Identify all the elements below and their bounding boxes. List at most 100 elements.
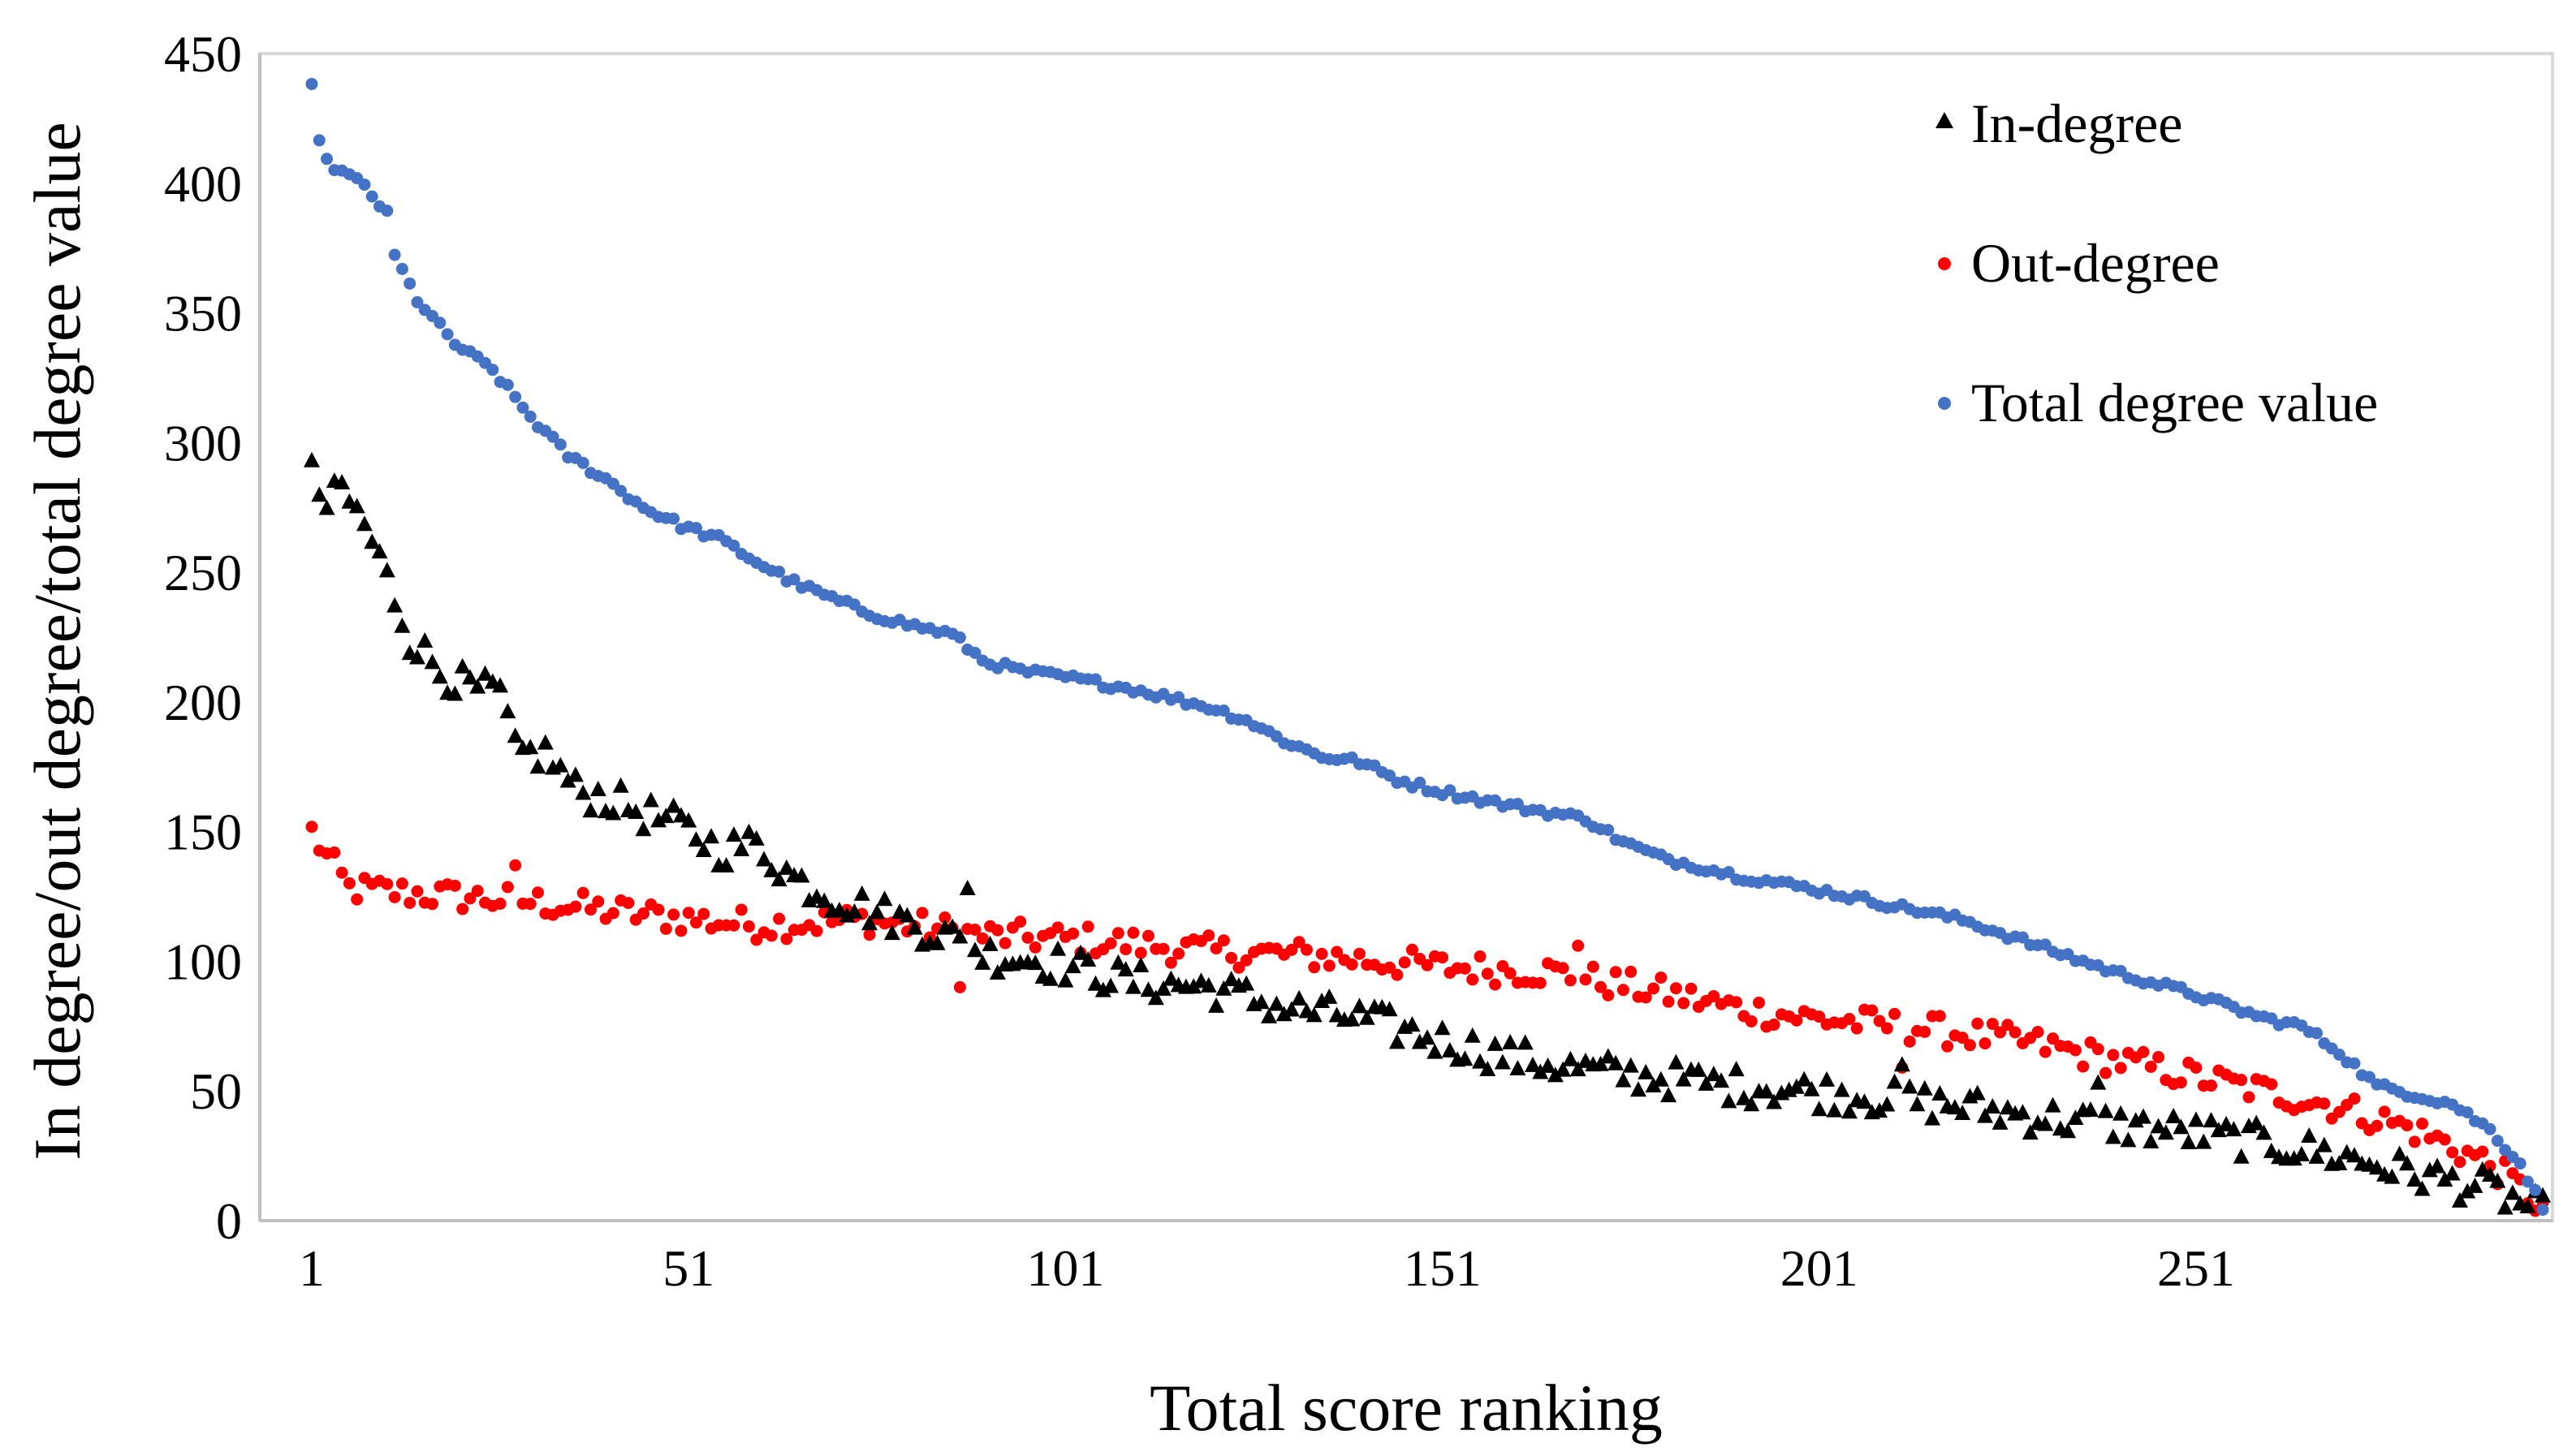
point-out-degree <box>464 892 477 905</box>
point-in-degree <box>1758 1083 1775 1099</box>
point-out-degree <box>1142 929 1154 942</box>
point-in-degree <box>1833 1081 1850 1097</box>
point-in-degree <box>1087 975 1104 991</box>
point-in-degree <box>2451 1191 2468 1208</box>
point-in-degree <box>944 918 961 934</box>
point-in-degree <box>552 756 569 773</box>
point-out-degree <box>2476 1145 2489 1158</box>
point-in-degree <box>1645 1077 1662 1093</box>
x-tick-label: 201 <box>1780 1239 1858 1297</box>
point-in-degree <box>974 954 991 970</box>
point-out-degree <box>2174 1076 2187 1089</box>
point-out-degree <box>2091 1043 2104 1056</box>
point-in-degree <box>2218 1115 2235 1131</box>
point-in-degree <box>2345 1147 2363 1163</box>
point-out-degree <box>2190 1062 2203 1075</box>
point-in-degree <box>1351 997 1368 1014</box>
point-out-degree <box>2152 1051 2165 1064</box>
point-in-degree <box>1502 1033 1519 1049</box>
point-in-degree <box>1344 1010 1361 1027</box>
point-total-degree-value <box>689 522 702 535</box>
point-out-degree <box>1933 1010 1946 1023</box>
point-total-degree-value <box>2348 1057 2361 1070</box>
point-in-degree <box>1434 1019 1451 1036</box>
point-in-degree <box>1147 989 1164 1006</box>
point-in-degree <box>1803 1080 1820 1096</box>
point-in-degree <box>1660 1087 1677 1103</box>
point-out-degree <box>2378 1105 2391 1118</box>
point-in-degree <box>1042 970 1059 986</box>
point-in-degree <box>2444 1165 2461 1181</box>
point-in-degree <box>1599 1048 1616 1064</box>
point-total-degree-value <box>969 646 982 659</box>
point-in-degree <box>1608 1054 1625 1070</box>
point-in-degree <box>816 892 833 908</box>
point-in-degree <box>899 907 916 923</box>
point-out-degree <box>381 877 394 890</box>
point-in-degree <box>2090 1074 2107 1090</box>
point-out-degree <box>773 912 786 925</box>
point-in-degree <box>1155 980 1172 996</box>
point-out-degree <box>810 924 823 937</box>
point-total-degree-value <box>1383 769 1396 782</box>
point-in-degree <box>982 935 999 951</box>
point-in-degree <box>1690 1061 1707 1077</box>
point-in-degree <box>1223 971 1240 987</box>
point-in-degree <box>424 653 441 670</box>
point-in-degree <box>1358 1009 1375 1025</box>
point-total-degree-value <box>1511 798 1524 811</box>
point-in-degree <box>740 823 757 839</box>
series-total-degree-value <box>305 77 2549 1217</box>
point-in-degree <box>1110 954 1127 970</box>
point-in-degree <box>416 631 434 648</box>
point-out-degree <box>697 907 710 920</box>
point-out-degree <box>335 866 348 879</box>
point-in-degree <box>2414 1180 2431 1196</box>
point-total-degree-value <box>1602 824 1615 837</box>
point-in-degree <box>2248 1114 2265 1131</box>
point-out-degree <box>1111 927 1124 940</box>
point-in-degree <box>2474 1161 2491 1177</box>
point-out-degree <box>1685 982 1698 995</box>
y-tick-label: 50 <box>190 1062 242 1120</box>
point-in-degree <box>2436 1171 2453 1187</box>
point-out-degree <box>1579 973 1592 986</box>
point-in-degree <box>1652 1070 1669 1087</box>
point-total-degree-value <box>358 178 371 191</box>
point-out-degree <box>1903 1035 1916 1048</box>
point-in-degree <box>853 885 870 901</box>
point-in-degree <box>1638 1063 1655 1079</box>
point-out-degree <box>991 924 1004 937</box>
point-in-degree <box>1200 976 1217 993</box>
point-out-degree <box>1504 967 1517 980</box>
point-out-degree <box>637 907 649 920</box>
point-in-degree <box>1426 1043 1444 1059</box>
x-tick-label: 101 <box>1026 1239 1104 1297</box>
point-in-degree <box>477 665 494 681</box>
point-in-degree <box>1954 1105 1971 1121</box>
point-in-degree <box>906 919 923 935</box>
point-in-degree <box>650 812 667 828</box>
point-in-degree <box>2391 1145 2408 1161</box>
point-in-degree <box>1238 975 1255 991</box>
point-in-degree <box>770 871 788 887</box>
point-in-degree <box>1629 1081 1646 1097</box>
y-tick-label: 400 <box>164 155 242 213</box>
y-tick-labels: 0 50 100 150 200 250 300 350 400 450 <box>164 25 242 1250</box>
point-in-degree <box>1524 1056 1541 1072</box>
point-out-degree <box>727 919 740 932</box>
point-in-degree <box>1404 1016 1421 1032</box>
point-out-degree <box>1662 995 1675 1008</box>
point-in-degree <box>1924 1109 1941 1126</box>
point-out-degree <box>494 897 507 910</box>
point-in-degree <box>2263 1142 2280 1158</box>
point-out-degree <box>1300 943 1313 956</box>
point-out-degree <box>2144 1060 2157 1073</box>
point-in-degree <box>469 678 486 694</box>
x-axis-title: Total score ranking <box>1150 1371 1663 1445</box>
point-out-degree <box>1081 920 1094 933</box>
point-in-degree <box>2104 1128 2121 1144</box>
point-out-degree <box>1120 943 1133 956</box>
point-in-degree <box>2331 1154 2348 1170</box>
legend: In-degree Out-degree Total degree value <box>1935 93 2378 433</box>
